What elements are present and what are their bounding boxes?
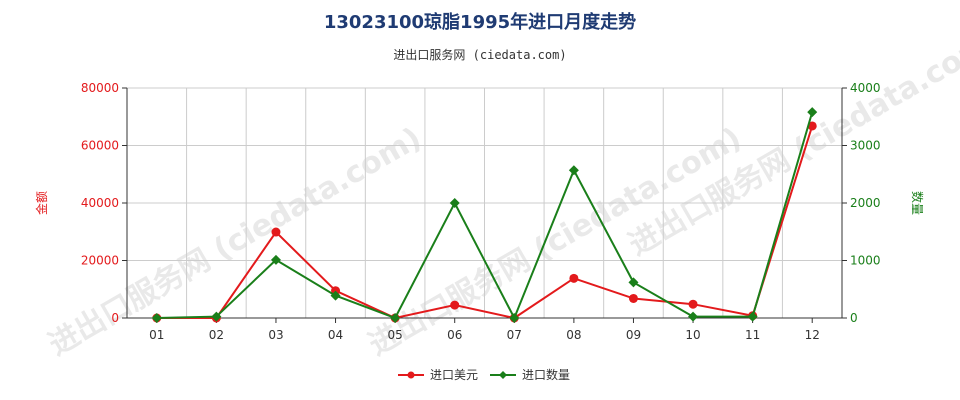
series <box>151 107 818 323</box>
data-point-value <box>688 299 698 309</box>
legend-label: 进口数量 <box>522 367 570 382</box>
watermark: 进出口服务网 (ciedata.com)进出口服务网 (ciedata.com)… <box>43 21 960 363</box>
watermark-text: 进出口服务网 (ciedata.com) <box>623 21 960 263</box>
data-point-quantity <box>211 311 222 322</box>
y-tick-label-left: 60000 <box>81 139 119 153</box>
data-point-quantity <box>747 311 758 322</box>
x-tick-label: 04 <box>328 328 343 342</box>
y-tick-label-left: 80000 <box>81 81 119 95</box>
chart-title: 13023100琼脂1995年进口月度走势 <box>323 12 637 33</box>
x-tick-label: 07 <box>507 328 522 342</box>
x-tick-label: 10 <box>685 328 700 342</box>
x-tick-label: 01 <box>149 328 164 342</box>
data-point-quantity <box>151 313 162 323</box>
y-tick-label-right: 1000 <box>850 254 881 268</box>
watermark-text: 进出口服务网 (ciedata.com) <box>43 121 427 363</box>
data-point-quantity <box>568 165 579 176</box>
x-tick-label: 02 <box>209 328 224 342</box>
y-axis-title-left: 金额 <box>34 191 49 215</box>
y-tick-label-left: 0 <box>111 311 119 325</box>
x-tick-label: 03 <box>268 328 283 342</box>
x-tick-label: 12 <box>805 328 820 342</box>
x-tick-label: 08 <box>566 328 581 342</box>
y-axis-title-right: 数量 <box>910 191 925 215</box>
y-tick-label-right: 3000 <box>850 139 881 153</box>
data-point-value <box>569 273 579 283</box>
legend-marker <box>499 371 507 379</box>
series-line-value <box>156 125 814 320</box>
y-tick-label-left: 40000 <box>81 196 119 210</box>
data-point-quantity <box>390 313 401 323</box>
data-point-quantity <box>807 107 818 118</box>
data-point-quantity <box>628 277 639 288</box>
data-point-value <box>807 121 817 131</box>
series-line-quantity <box>156 111 814 321</box>
data-point-quantity <box>688 311 699 322</box>
x-tick-label: 09 <box>626 328 641 342</box>
x-tick-label: 06 <box>447 328 462 342</box>
data-point-value <box>450 300 460 310</box>
chart-subtitle: 进出口服务网 (ciedata.com) <box>393 48 567 62</box>
grid <box>126 87 843 319</box>
x-tick-label: 11 <box>745 328 760 342</box>
legend-marker <box>407 371 415 379</box>
y-tick-label-right: 2000 <box>850 196 881 210</box>
y-tick-label-right: 0 <box>850 311 858 325</box>
data-point-quantity <box>270 254 281 265</box>
data-point-value <box>628 293 638 303</box>
legend: 进口美元 进口数量 <box>398 367 570 382</box>
y-tick-label-right: 4000 <box>850 81 881 95</box>
y-tick-label-left: 20000 <box>81 254 119 268</box>
data-point-quantity <box>449 198 460 208</box>
x-tick-label: 05 <box>387 328 402 342</box>
watermark-text: 进出口服务网 (ciedata.com) <box>363 121 747 363</box>
data-point-quantity <box>330 290 341 301</box>
axes: 0 20000 40000 60000 80000 0 1000 2000 3000 4000 01… <box>34 81 925 342</box>
data-point-value <box>271 227 281 237</box>
data-point-quantity <box>509 313 520 323</box>
legend-label: 进口美元 <box>430 368 478 382</box>
